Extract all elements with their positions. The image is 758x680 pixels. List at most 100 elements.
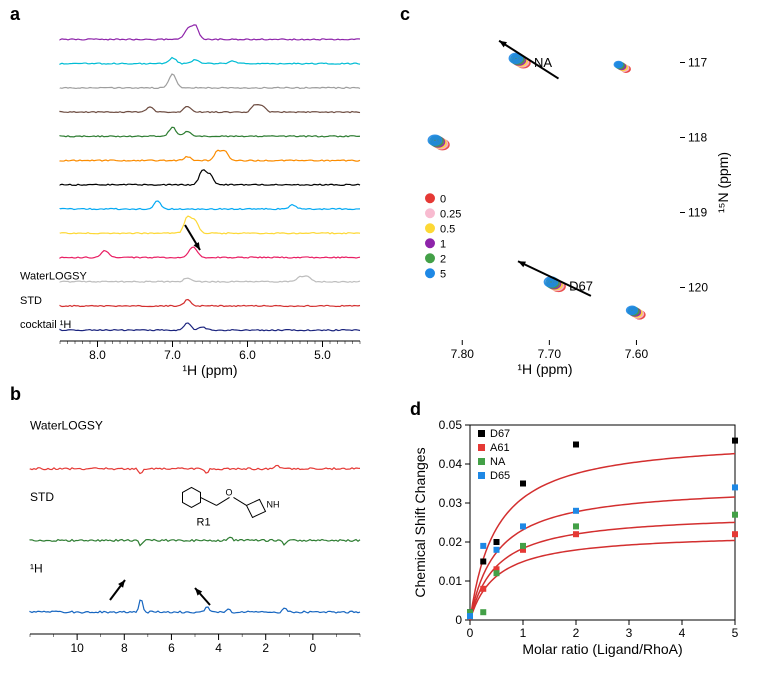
- panel-d-xtick: 0: [467, 626, 474, 640]
- panel-c-ytick: 118: [688, 131, 707, 145]
- legend-label: D65: [490, 470, 510, 482]
- panel-d-xtick: 2: [573, 626, 580, 640]
- panel-a-trace: [60, 150, 360, 161]
- fit-curve: [470, 522, 735, 620]
- data-point: [480, 543, 486, 549]
- panel-b-xtick: 0: [310, 641, 317, 655]
- panel-c-ytick: 119: [688, 206, 707, 220]
- panel-a-trace-label: cocktail ¹H: [20, 319, 71, 331]
- data-point: [573, 531, 579, 537]
- panel-b-xtick: 6: [168, 641, 175, 655]
- panel-a: aWaterLOGSYSTDcocktail ¹H8.07.06.05.0¹H …: [10, 4, 360, 378]
- fit-curve: [470, 540, 735, 620]
- data-point: [732, 438, 738, 444]
- panel-a-trace: [60, 201, 360, 210]
- panel-b-xtick: 8: [121, 641, 128, 655]
- molecule-label: R1: [197, 516, 211, 528]
- data-point: [494, 570, 500, 576]
- panel-b-xtick: 10: [70, 641, 84, 655]
- panel-d: d 0 1 2 3 4 5 0 0.01 0.02 0.03 0.04 0.05 Molar ratio …: [410, 399, 739, 657]
- data-point: [573, 442, 579, 448]
- legend-swatch: [425, 268, 435, 278]
- legend-swatch: [425, 193, 435, 203]
- legend-swatch: [425, 253, 435, 263]
- panel-b-xtick: 2: [262, 641, 269, 655]
- panel-c-ytick: 120: [688, 281, 708, 295]
- data-point: [732, 512, 738, 518]
- panel-a-xtick: 7.0: [164, 348, 181, 362]
- panel-d-xtick: 5: [732, 626, 739, 640]
- fit-curve: [470, 497, 735, 620]
- panel-d-ytick: 0.01: [439, 574, 463, 588]
- panel-a-trace: [60, 58, 360, 65]
- legend-label: 5: [440, 268, 446, 280]
- data-point: [573, 508, 579, 514]
- panel-c-xlabel: ¹H (ppm): [517, 361, 572, 377]
- panel-a-trace: [60, 170, 360, 186]
- data-point: [467, 613, 473, 619]
- data-point: [494, 547, 500, 553]
- figure-root: aWaterLOGSYSTDcocktail ¹H8.07.06.05.0¹H …: [0, 0, 758, 675]
- legend-swatch: [478, 430, 485, 437]
- panel-a-trace: [60, 276, 360, 282]
- panel-d-legend: D67 A61 NA D65: [478, 428, 510, 482]
- panel-c-xtick: 7.80: [451, 347, 475, 361]
- legend-label: NA: [490, 456, 506, 468]
- panel-d-xtick: 1: [520, 626, 527, 640]
- figure-svg: aWaterLOGSYSTDcocktail ¹H8.07.06.05.0¹H …: [0, 0, 758, 675]
- molecule-structure: O NH R1: [183, 487, 280, 528]
- panel-c-ylabel: ¹⁵N (ppm): [715, 152, 731, 213]
- panel-c-xtick: 7.60: [625, 347, 649, 361]
- panel-b-label: b: [10, 384, 21, 404]
- legend-swatch: [425, 238, 435, 248]
- panel-a-xtick: 6.0: [239, 348, 256, 362]
- panel-a-xtick: 8.0: [89, 348, 106, 362]
- panel-d-xtick: 3: [626, 626, 633, 640]
- peak-label: NA: [534, 55, 552, 70]
- panel-d-ytick: 0.02: [439, 535, 463, 549]
- panel-d-xtick: 4: [679, 626, 686, 640]
- panel-d-ytick: 0: [455, 613, 462, 627]
- panel-d-ytick: 0.03: [439, 496, 463, 510]
- legend-label: A61: [490, 442, 510, 454]
- panel-a-trace: [60, 300, 360, 307]
- panel-b-trace-label: ¹H: [30, 562, 43, 576]
- panel-a-trace: [60, 127, 360, 137]
- data-point: [573, 523, 579, 529]
- panel-a-trace: [60, 105, 360, 113]
- panel-a-trace: [60, 247, 360, 258]
- panel-d-ytick: 0.04: [439, 457, 463, 471]
- legend-label: 1: [440, 238, 446, 250]
- panel-d-label: d: [410, 399, 421, 419]
- panel-b-trace-label: WaterLOGSY: [30, 418, 103, 432]
- panel-b: b WaterLOGSY STD ¹H O NH R1 10 8 6 4 2 0: [10, 384, 360, 655]
- data-point: [520, 481, 526, 487]
- panel-d-ytick: 0.05: [439, 418, 463, 432]
- panel-a-trace: [60, 216, 360, 234]
- svg-text:O: O: [226, 487, 233, 497]
- svg-text:NH: NH: [267, 499, 280, 509]
- panel-a-trace: [60, 74, 360, 88]
- panel-d-xlabel: Molar ratio (Ligand/RhoA): [522, 641, 682, 657]
- legend-swatch: [478, 444, 485, 451]
- panel-c-ytick: 117: [688, 56, 707, 70]
- legend-label: 0.25: [440, 208, 461, 220]
- legend-swatch: [425, 223, 435, 233]
- data-point: [732, 531, 738, 537]
- legend-swatch: [478, 458, 485, 465]
- data-point: [480, 609, 486, 615]
- panel-b-trace: [30, 465, 360, 473]
- panel-c-label: c: [400, 4, 410, 24]
- data-point: [494, 539, 500, 545]
- panel-a-trace: [60, 25, 360, 40]
- legend-label: D67: [490, 428, 510, 440]
- data-point: [520, 523, 526, 529]
- panel-a-xlabel: ¹H (ppm): [182, 362, 237, 378]
- panel-b-trace: [30, 537, 360, 545]
- panel-b-trace-label: STD: [30, 490, 54, 504]
- panel-c: cNAD6700.250.51257.807.707.60¹H (ppm)117…: [400, 4, 731, 377]
- data-point: [480, 586, 486, 592]
- legend-swatch: [425, 208, 435, 218]
- panel-b-xtick: 4: [215, 641, 222, 655]
- panel-a-trace-label: WaterLOGSY: [20, 271, 87, 283]
